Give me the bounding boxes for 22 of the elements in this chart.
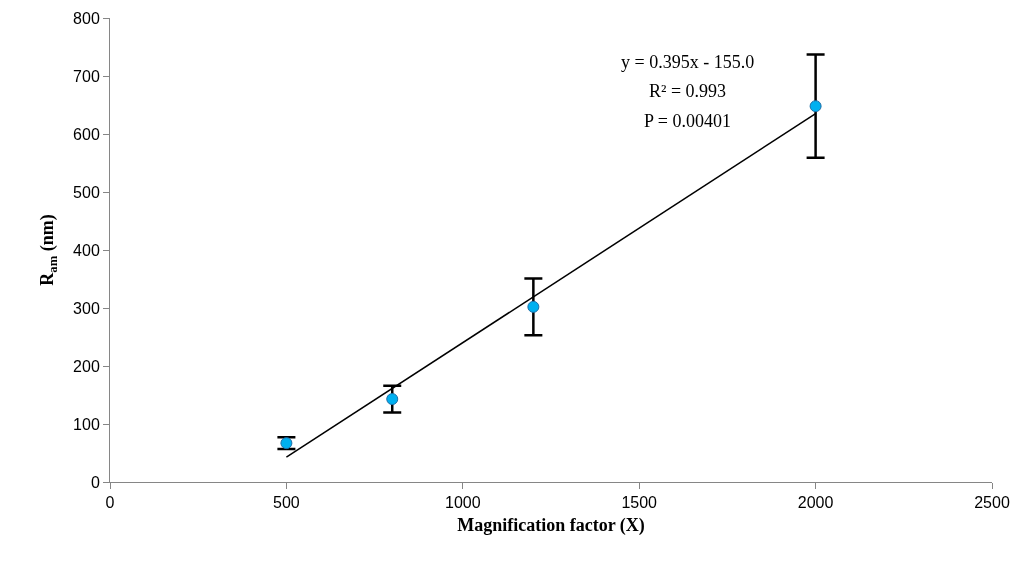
y-tick-label: 0 — [90, 473, 100, 491]
x-tick-label: 1500 — [621, 494, 658, 512]
y-tick-label: 500 — [73, 183, 100, 201]
point — [809, 100, 822, 113]
y-tick-label: 700 — [73, 67, 100, 85]
annotation: P = 0.00401 — [644, 111, 731, 131]
annotation: R² = 0.993 — [649, 81, 727, 101]
x-tick-label: 1000 — [445, 494, 481, 512]
y-tick-label: 400 — [73, 241, 100, 259]
y-tick-label: 300 — [73, 299, 100, 317]
y-tick-label: 100 — [73, 415, 100, 433]
x-axis-title: Magnification factor (X) — [457, 515, 645, 537]
point — [386, 393, 399, 406]
annotation: y = 0.395x - 155.0 — [621, 52, 755, 72]
x-tick-label: 2500 — [974, 494, 1010, 512]
x-tick-label: 2000 — [797, 494, 834, 512]
point — [527, 300, 540, 313]
y-tick-label: 800 — [73, 9, 100, 27]
y-tick-label: 600 — [73, 125, 100, 143]
x-tick-label: 0 — [105, 494, 115, 512]
x-tick-label: 500 — [273, 494, 300, 512]
y-tick-label: 200 — [73, 357, 100, 375]
